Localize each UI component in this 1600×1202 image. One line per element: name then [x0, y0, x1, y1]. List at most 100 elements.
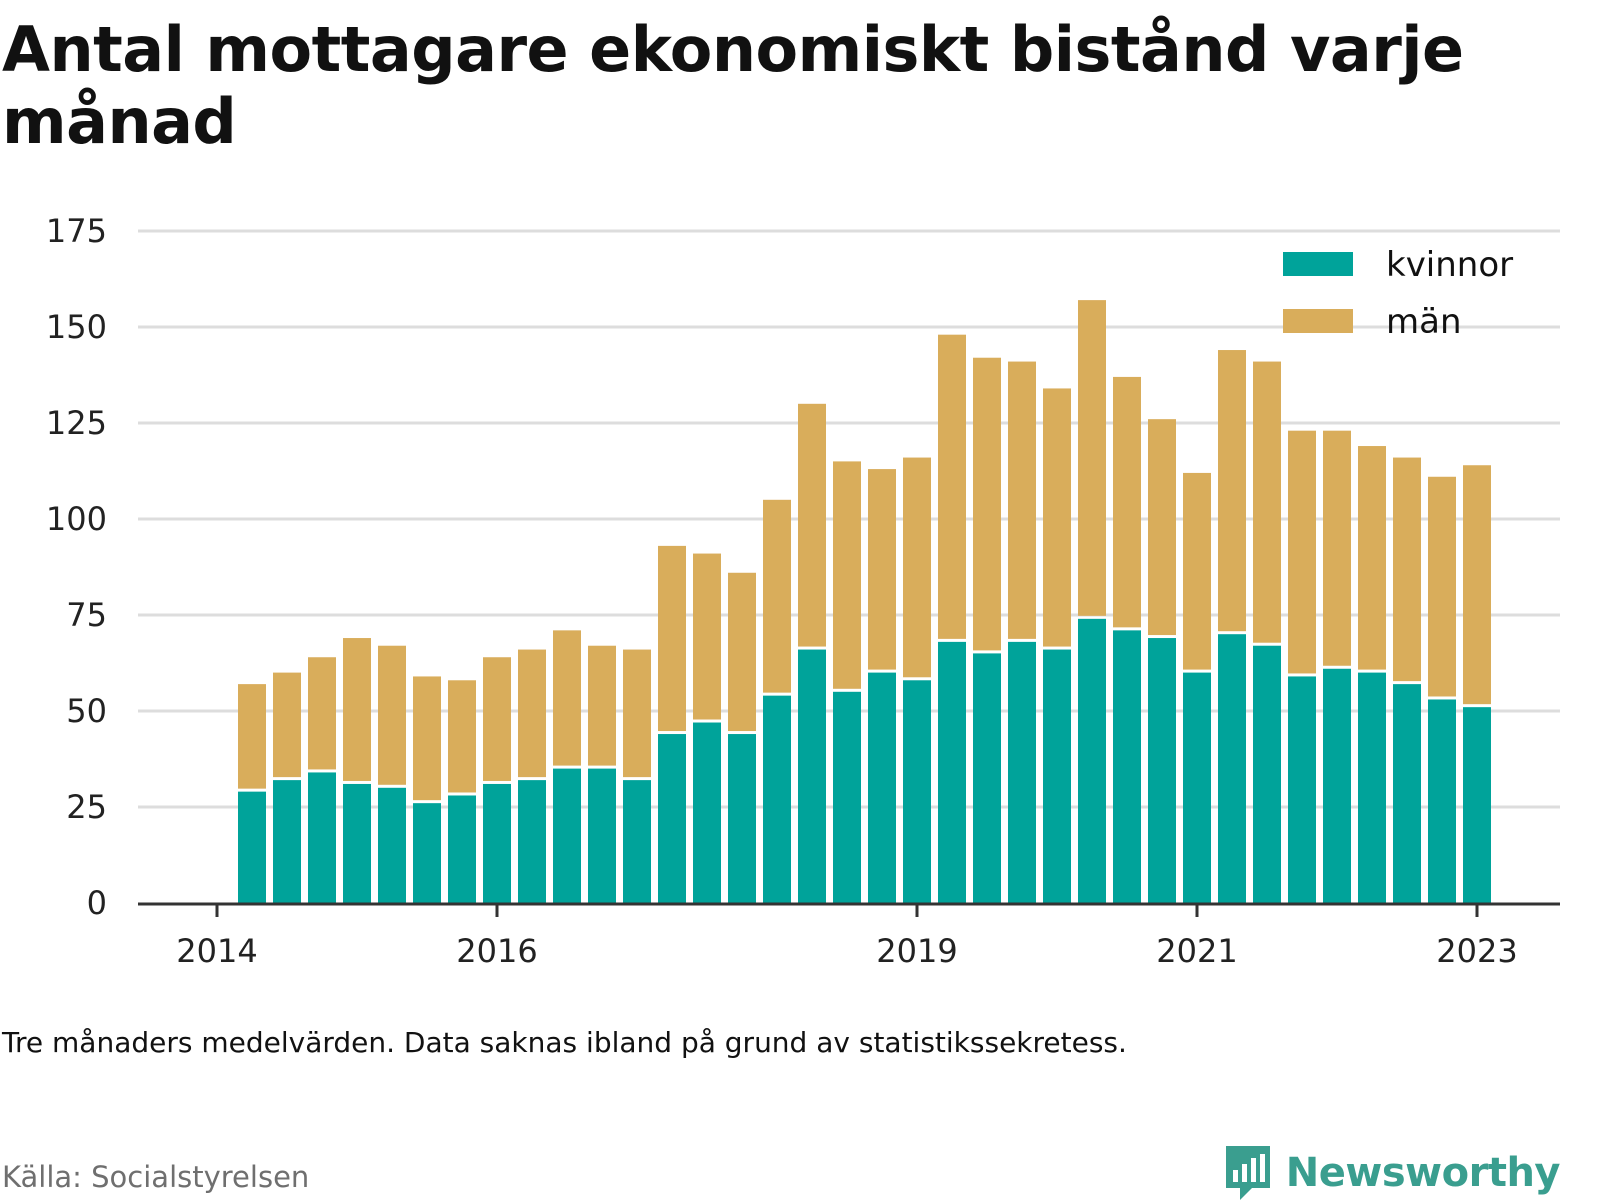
bar-man	[1183, 472, 1211, 670]
bar-kvinnor	[518, 780, 546, 903]
bar-kvinnor	[798, 649, 826, 903]
bar-kvinnor	[973, 653, 1001, 903]
stacked-bar-chart: 0 25 50 75 100 125 150 175 2014 2016 2019 2021 2023…	[46, 212, 1560, 970]
bar-kvinnor	[1113, 630, 1141, 903]
newsworthy-logo-icon	[1225, 1146, 1270, 1200]
legend-swatch	[1283, 252, 1353, 276]
y-tick-label: 150	[46, 308, 107, 346]
bar-kvinnor	[238, 791, 266, 903]
bar-man	[938, 334, 966, 639]
bar-man	[1393, 457, 1421, 682]
legend-swatch	[1283, 309, 1353, 333]
bar-man	[868, 469, 896, 670]
y-tick-label: 75	[66, 596, 107, 634]
newsworthy-logo: Newsworthy	[1222, 1146, 1561, 1200]
y-tick-label: 25	[66, 788, 107, 826]
bar-kvinnor	[1008, 641, 1036, 903]
bar-kvinnor	[1253, 645, 1281, 903]
y-tick-label: 125	[46, 404, 107, 442]
bar-man	[1078, 300, 1106, 616]
legend-label: män	[1386, 302, 1462, 342]
bar-man	[1323, 430, 1351, 666]
bar-man	[798, 403, 826, 647]
y-tick-label: 100	[46, 500, 107, 538]
bar-kvinnor	[1183, 672, 1211, 903]
bar-kvinnor	[588, 768, 616, 903]
bar-kvinnor	[1148, 638, 1176, 903]
bar-kvinnor	[763, 695, 791, 903]
bar-man	[1288, 430, 1316, 674]
bar-man	[378, 645, 406, 785]
bar-man	[448, 680, 476, 793]
bar-man	[1043, 388, 1071, 647]
bar-man	[1358, 446, 1386, 670]
legend: kvinnor män	[1283, 245, 1513, 342]
bar-kvinnor	[448, 795, 476, 903]
x-tick-label: 2021	[1156, 932, 1237, 970]
bar-kvinnor	[273, 780, 301, 903]
bar-kvinnor	[1358, 672, 1386, 903]
x-tick-label: 2019	[876, 932, 957, 970]
bar-kvinnor	[623, 780, 651, 903]
bar-kvinnor	[308, 772, 336, 903]
bar-kvinnor	[693, 722, 721, 903]
bar-kvinnor	[1393, 684, 1421, 903]
bar-kvinnor	[483, 783, 511, 903]
bar-kvinnor	[378, 787, 406, 903]
y-tick-label: 50	[66, 692, 107, 730]
bar-man	[1218, 350, 1246, 632]
bar-man	[483, 657, 511, 781]
x-tick-label: 2023	[1436, 932, 1517, 970]
chart-title: Antal mottagare ekonomiskt bistånd varje…	[2, 13, 1464, 158]
y-axis-labels: 0 25 50 75 100 125 150 175	[46, 212, 107, 922]
bar-kvinnor	[938, 641, 966, 903]
brand-name: Newsworthy	[1285, 1150, 1561, 1196]
bar-man	[588, 645, 616, 766]
bars	[238, 300, 1491, 903]
bar-man	[238, 684, 266, 789]
bar-man	[1253, 361, 1281, 643]
bar-kvinnor	[1323, 668, 1351, 903]
bar-man	[518, 649, 546, 778]
bar-man	[973, 357, 1001, 651]
bar-man	[308, 657, 336, 770]
bar-man	[1148, 419, 1176, 636]
bar-kvinnor	[1218, 634, 1246, 903]
bar-man	[833, 461, 861, 689]
y-tick-label: 0	[87, 884, 107, 922]
bar-man	[273, 672, 301, 778]
bar-kvinnor	[728, 734, 756, 903]
bar-man	[343, 638, 371, 781]
bar-man	[693, 553, 721, 720]
bar-kvinnor	[553, 768, 581, 903]
bar-kvinnor	[1288, 676, 1316, 903]
x-axis: 2014 2016 2019 2021 2023	[138, 902, 1560, 970]
bar-man	[1113, 376, 1141, 628]
bar-man	[413, 676, 441, 801]
bar-man	[1463, 465, 1491, 705]
chart-note: Tre månaders medelvärden. Data saknas ib…	[2, 1026, 1127, 1059]
x-tick-label: 2016	[456, 932, 537, 970]
legend-label: kvinnor	[1386, 245, 1513, 285]
source-label: Källa: Socialstyrelsen	[2, 1160, 310, 1194]
bar-man	[623, 649, 651, 778]
bar-man	[553, 630, 581, 766]
bar-man	[903, 457, 931, 678]
bar-man	[1008, 361, 1036, 639]
bar-kvinnor	[868, 672, 896, 903]
bar-man	[1428, 476, 1456, 697]
bar-man	[658, 545, 686, 732]
bar-kvinnor	[1043, 649, 1071, 903]
y-tick-label: 175	[46, 212, 107, 250]
bar-man	[763, 499, 791, 693]
bar-kvinnor	[903, 680, 931, 903]
bar-kvinnor	[1428, 699, 1456, 903]
bar-man	[728, 572, 756, 732]
bar-kvinnor	[658, 734, 686, 903]
bar-kvinnor	[833, 691, 861, 903]
x-tick-label: 2014	[176, 932, 257, 970]
bar-kvinnor	[413, 803, 441, 903]
bar-kvinnor	[1463, 707, 1491, 903]
bar-kvinnor	[1078, 618, 1106, 903]
bar-kvinnor	[343, 783, 371, 903]
